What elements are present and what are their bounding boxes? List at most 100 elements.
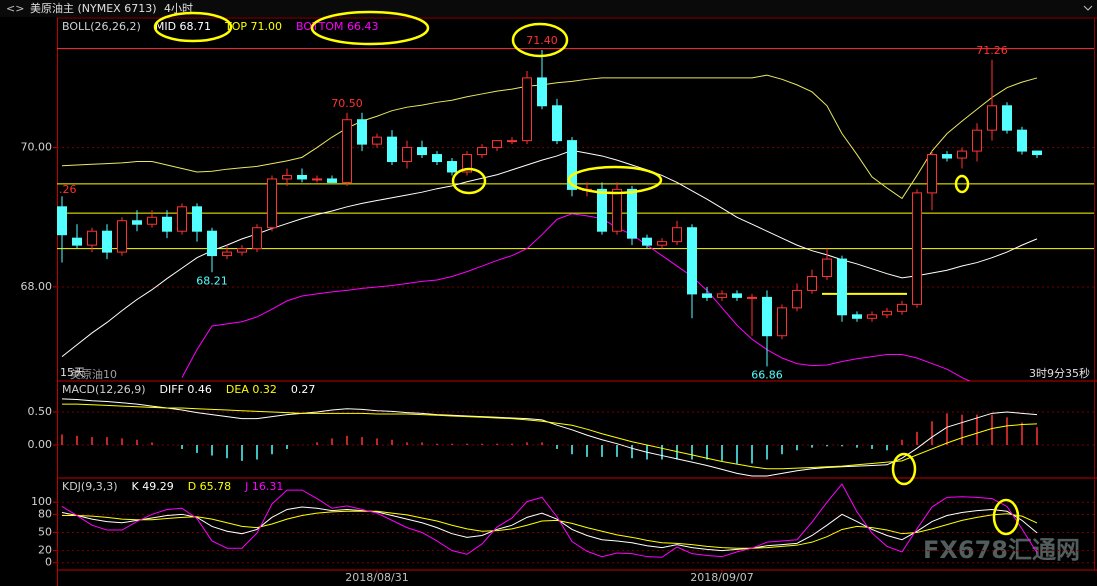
annotations (153, 10, 1020, 536)
candle-body (417, 147, 427, 156)
candle-body (87, 230, 97, 246)
candle-body (627, 188, 637, 239)
indicator-value: TOP 71.00 (224, 20, 282, 33)
indicator-value: BOTTOM 66.43 (296, 20, 378, 33)
candle-body (132, 220, 142, 225)
candle-body (897, 303, 907, 312)
candle-body (357, 119, 367, 145)
symbol[interactable]: 美原油主 (NYMEX 6713) (30, 1, 157, 15)
period[interactable]: 4小时 (164, 2, 193, 15)
candle-body (747, 296, 757, 299)
candle-body (312, 178, 322, 181)
indicator-line (61, 74, 1038, 200)
plot-area (61, 483, 1038, 558)
highlight-ellipse (992, 498, 1020, 536)
y-tick-label: 20 (38, 544, 52, 557)
candle-body (537, 77, 547, 107)
highlight-ellipse (954, 174, 970, 194)
candle-body (147, 216, 157, 225)
candle-body (822, 258, 832, 277)
candle-body (912, 192, 922, 305)
highlight-ellipse (567, 165, 663, 195)
x-tick-label: 2018/08/31 (345, 571, 408, 584)
candle-body (207, 230, 217, 257)
candle-body (222, 251, 232, 257)
candle-body (432, 154, 442, 163)
indicator-value: DIFF 0.46 (160, 383, 212, 396)
candle-body (762, 296, 772, 337)
candle-body (687, 227, 697, 295)
y-tick-label: 0 (45, 556, 52, 569)
candle-body (552, 105, 562, 142)
candle-body (807, 275, 817, 291)
candle-body (57, 206, 67, 236)
candle-body (192, 206, 202, 232)
candle-body (732, 293, 742, 298)
candle-body (792, 289, 802, 309)
indicator-line (62, 510, 1038, 549)
candle-body (492, 140, 502, 149)
plot-area (61, 398, 1038, 477)
candle-body (327, 178, 337, 183)
y-tick-label: 80 (38, 507, 52, 520)
candle-body (117, 220, 127, 253)
indicator-title: BOLL(26,26,2) (62, 20, 141, 33)
indicator-value: K 49.29 (132, 480, 174, 493)
y-tick-label: 0.00 (28, 438, 53, 451)
candle-body (702, 293, 712, 298)
candle-body (867, 314, 877, 319)
candle-body (567, 140, 577, 190)
candle-body (837, 258, 847, 316)
candle-body (612, 188, 622, 232)
indicator-line (62, 403, 1038, 470)
x-tick-label: 2018/09/07 (690, 571, 753, 584)
indicator-line (181, 213, 971, 381)
highlight-ellipse (511, 22, 569, 58)
candle-body (1017, 129, 1027, 152)
timer: 3时9分35秒 (1029, 366, 1090, 380)
candle-body (987, 105, 997, 131)
price-annotation: 71.40 (526, 34, 558, 47)
candle-body (657, 241, 667, 246)
candle-body (102, 230, 112, 253)
y-tick-label: 0.50 (28, 405, 53, 418)
plot-area (57, 48, 1094, 381)
candle-body (402, 147, 412, 163)
candle-body (447, 161, 457, 173)
candle-body (777, 307, 787, 337)
candle-body (957, 150, 967, 159)
price-annotation: 68.21 (196, 274, 228, 287)
panel-borders (57, 17, 1097, 586)
corner-label: 15天 (60, 366, 85, 379)
y-tick-label: 50 (38, 525, 52, 538)
candle-body (927, 154, 937, 194)
indicator-line (61, 506, 1038, 552)
candle-body (252, 227, 262, 250)
candle-body (597, 188, 607, 232)
candle-body (522, 77, 532, 142)
candle-body (162, 216, 172, 232)
candle-body (882, 310, 892, 316)
candle-body (672, 227, 682, 243)
y-tick-label: 68.00 (21, 280, 53, 293)
collapse-icon[interactable] (1083, 5, 1093, 11)
candle-body (717, 293, 727, 298)
price-annotation: 71.26 (976, 44, 1008, 57)
watermark: FX678汇通网 (923, 536, 1080, 564)
candle-body (177, 206, 187, 232)
candle-body (972, 129, 982, 152)
highlight-ellipse (891, 452, 917, 486)
indicator-value: MID 68.71 (155, 20, 211, 33)
y-tick-label: 70.00 (21, 141, 53, 154)
candle-body (372, 136, 382, 145)
indicator-title: MACD(12,26,9) (62, 383, 146, 396)
nav-icon[interactable]: <> (6, 2, 24, 15)
candle-body (297, 174, 307, 180)
price-annotation: 70.50 (331, 97, 363, 110)
corner-label: 美原油10 (70, 367, 117, 381)
candle-body (852, 314, 862, 319)
candle-body (387, 136, 397, 163)
indicator-title: KDJ(9,3,3) (62, 480, 118, 493)
